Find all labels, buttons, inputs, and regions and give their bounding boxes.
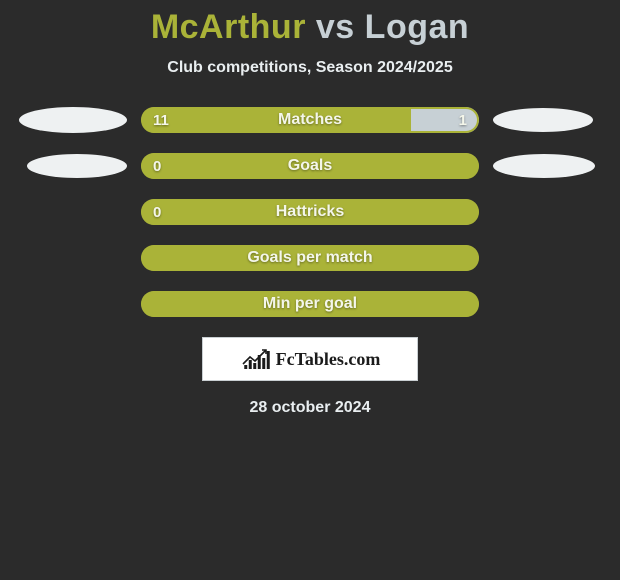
- stat-value-player1: 0: [153, 153, 161, 179]
- stat-bar: Min per goal: [141, 291, 479, 317]
- player1-avatar: [27, 154, 127, 178]
- stat-label: Goals per match: [141, 245, 479, 271]
- brand-text: FcTables.com: [276, 349, 381, 370]
- stat-bar: Hattricks0: [141, 199, 479, 225]
- stat-value-player2: 1: [459, 107, 467, 133]
- stat-label: Matches: [141, 107, 479, 133]
- title-player2: Logan: [365, 8, 469, 46]
- stat-row: Matches111: [0, 107, 620, 133]
- brand-box: FcTables.com: [202, 337, 418, 381]
- player2-avatar: [493, 154, 595, 178]
- stat-row: Goals per match: [0, 245, 620, 271]
- player2-avatar: [493, 108, 593, 132]
- stat-rows: Matches111Goals0Hattricks0Goals per matc…: [0, 107, 620, 317]
- subtitle: Club competitions, Season 2024/2025: [0, 59, 620, 77]
- player1-avatar: [19, 107, 127, 133]
- stat-value-player1: 11: [153, 107, 169, 133]
- comparison-title: McArthur vs Logan: [0, 0, 620, 47]
- title-vs: vs: [316, 8, 355, 46]
- stat-value-player1: 0: [153, 199, 161, 225]
- stat-row: Hattricks0: [0, 199, 620, 225]
- date-text: 28 october 2024: [0, 399, 620, 417]
- stat-bar: Matches111: [141, 107, 479, 133]
- stat-label: Goals: [141, 153, 479, 179]
- stat-row: Min per goal: [0, 291, 620, 317]
- stat-bar: Goals per match: [141, 245, 479, 271]
- barchart-icon: [240, 348, 270, 370]
- stat-label: Hattricks: [141, 199, 479, 225]
- stat-label: Min per goal: [141, 291, 479, 317]
- title-player1: McArthur: [151, 8, 306, 46]
- stat-row: Goals0: [0, 153, 620, 179]
- stat-bar: Goals0: [141, 153, 479, 179]
